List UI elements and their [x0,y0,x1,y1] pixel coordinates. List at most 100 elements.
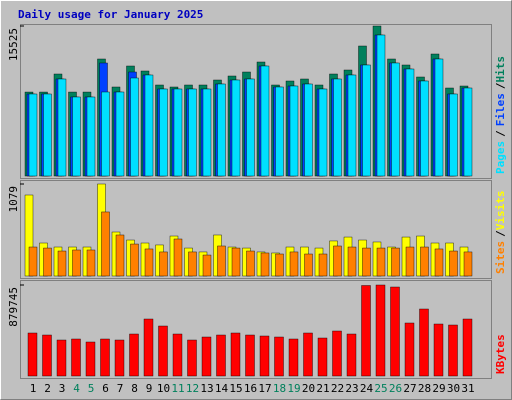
bar [246,250,255,277]
bar [42,334,52,377]
bar [434,58,444,177]
bar [173,88,183,177]
legend-separator: / [494,130,507,137]
bar [159,251,168,277]
bar [375,284,386,377]
x-tick-label: 13 [200,382,213,395]
legend-entry: Sites [494,241,507,274]
bar [159,88,168,177]
bar [202,88,212,177]
legend-separator: / [494,82,507,89]
bar [361,285,371,377]
bar [57,78,67,177]
bar [347,74,357,177]
x-tick-label: 18 [273,382,286,395]
bar [144,74,154,177]
bar [346,333,357,377]
bar [376,247,386,277]
x-tick-label: 21 [316,382,329,395]
bar [72,96,81,177]
x-tick-label: 29 [432,382,445,395]
x-tick-label: 17 [258,382,271,395]
x-tick-label: 23 [345,382,358,395]
bar [115,91,125,177]
bar [231,79,241,177]
bar [158,325,168,377]
bar [43,247,52,277]
bar [43,93,52,177]
x-tick-label: 22 [331,382,344,395]
bar [188,251,197,277]
bar [101,211,110,277]
bar [202,254,212,277]
bar [231,247,241,277]
bar [260,252,270,277]
bar [434,248,444,277]
y-tick-label: 879745 [7,287,20,327]
bar [289,85,299,177]
legend: KBytes [494,334,507,374]
bar [304,83,313,177]
bar [101,91,110,177]
bar [130,77,139,177]
bar [463,87,473,177]
x-tick-label: 16 [244,382,257,395]
bar [28,93,38,177]
bar [56,339,67,377]
bar [333,245,342,277]
bar [100,338,110,377]
bar [188,88,197,177]
legend-entry: Visits [494,191,507,231]
x-tick-label: 31 [461,382,474,395]
x-tick-label: 5 [88,382,95,395]
bar [288,338,299,377]
bar [172,333,183,377]
legend-entry: Pages [494,141,507,174]
x-tick-label: 6 [102,382,109,395]
bar [419,308,429,377]
bar [333,78,342,177]
bar [318,88,328,177]
bar [217,83,226,177]
bar [318,253,328,277]
legend: Sites /Visits [494,191,507,275]
bar [332,330,342,377]
bar [420,246,429,277]
x-tick-label: 10 [157,382,170,395]
bar [217,245,226,277]
x-tick-label: 25 [374,382,387,395]
bar [275,253,284,277]
bar [86,96,96,177]
bar [433,323,444,377]
bar [462,318,473,377]
x-tick-label: 20 [302,382,315,395]
bar [85,341,96,377]
bar [28,246,38,277]
bar [405,68,415,177]
x-tick-label: 14 [215,382,229,395]
bar [259,335,270,377]
bar [144,248,154,277]
bar [304,253,313,277]
bar [449,250,458,277]
x-tick-label: 1 [30,382,37,395]
bar [362,64,371,177]
y-tick-label: 15525 [7,28,20,61]
x-tick-label: 27 [403,382,416,395]
bar [404,322,415,377]
bar [187,339,197,377]
bar [391,62,400,177]
legend-entry: Files [494,93,507,126]
bar [245,334,255,377]
bar [260,65,270,177]
bar [463,251,473,277]
bar [173,238,183,277]
bar [130,243,139,277]
legend-entry: Hits [494,56,507,83]
bar [27,332,38,377]
bar [390,286,400,377]
legend-separator: / [494,230,507,237]
x-tick-label: 15 [229,382,242,395]
